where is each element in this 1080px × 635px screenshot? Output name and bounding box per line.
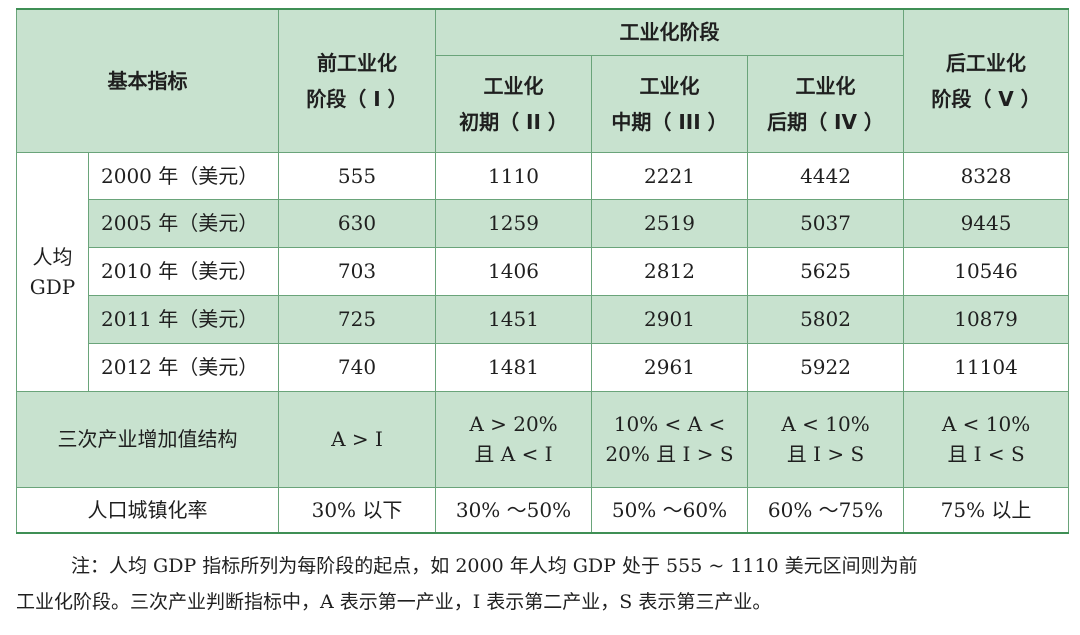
structure-c5-line1: A < 10% <box>941 412 1031 436</box>
header-pre-industrial: 前工业化 阶段（ I ） <box>278 8 436 153</box>
value-cell: 1451 <box>435 294 592 344</box>
value-cell: 1481 <box>435 342 592 392</box>
value-cell: 9445 <box>903 198 1070 248</box>
year-cell: 2011 年（美元） <box>88 294 279 344</box>
header-pre-line2: 阶段（ I ） <box>306 86 408 111</box>
structure-c3-line1: 10% < A < <box>613 412 726 436</box>
value-cell: 555 <box>278 151 436 200</box>
header-post-line2: 阶段（ V ） <box>931 86 1041 111</box>
value-cell: 2901 <box>591 294 748 344</box>
value-cell: 2812 <box>591 246 748 296</box>
value-cell: 1406 <box>435 246 592 296</box>
value-cell: 703 <box>278 246 436 296</box>
structure-c3-line2: 20% 且 I > S <box>605 442 734 466</box>
table-row: 2012 年（美元） 740 1481 2961 5922 11104 <box>17 342 1070 392</box>
value-cell: 4442 <box>746 151 905 200</box>
year-cell: 2012 年（美元） <box>88 342 279 392</box>
header-early-line2: 初期（ II ） <box>459 109 568 134</box>
value-cell: A > 20% 且 A < I <box>435 390 592 488</box>
value-cell: 5037 <box>746 198 905 248</box>
year-cell: 2000 年（美元） <box>88 151 279 200</box>
header-post-industrial: 后工业化 阶段（ V ） <box>903 8 1070 153</box>
structure-row-label: 三次产业增加值结构 <box>16 390 279 488</box>
value-cell: A > I <box>278 390 436 488</box>
value-cell: 740 <box>278 342 436 392</box>
year-cell: 2010 年（美元） <box>88 246 279 296</box>
value-cell: 725 <box>278 294 436 344</box>
table-row: 2010 年（美元） 703 1406 2812 5625 10546 <box>17 246 1070 296</box>
value-cell: 50% ～60% <box>591 486 748 534</box>
gdp-label-line1: 人均 <box>32 244 73 269</box>
header-late-line1: 工业化 <box>795 73 856 98</box>
value-cell: 75% 以上 <box>903 486 1070 534</box>
header-mid-line2: 中期（ III ） <box>611 109 728 134</box>
structure-c2-line2: 且 A < I <box>474 442 553 466</box>
table-row: 2011 年（美元） 725 1451 2901 5802 10879 <box>17 294 1070 344</box>
table-row: 三次产业增加值结构 A > I A > 20% 且 A < I 10% < A … <box>16 390 1070 488</box>
value-cell: 5625 <box>746 246 905 296</box>
gdp-row-label: 人均 GDP <box>16 151 89 392</box>
value-cell: 2221 <box>591 151 748 200</box>
table-row: 人口城镇化率 30% 以下 30% ～50% 50% ～60% 60% ～75%… <box>16 486 1070 534</box>
value-cell: 5922 <box>746 342 905 392</box>
header-mid-line1: 工业化 <box>639 73 700 98</box>
value-cell: 1259 <box>435 198 592 248</box>
value-cell: 630 <box>278 198 436 248</box>
value-cell: 8328 <box>903 151 1070 200</box>
header-post-line1: 后工业化 <box>946 50 1027 75</box>
header-late: 工业化 后期（ IV ） <box>746 54 905 153</box>
table-row: 2005 年（美元） 630 1259 2519 5037 9445 <box>17 198 1070 248</box>
value-cell: A < 10% 且 I > S <box>746 390 905 488</box>
structure-c2-line1: A > 20% <box>469 412 558 436</box>
structure-c5-line2: 且 I < S <box>947 442 1025 466</box>
structure-c4-line1: A < 10% <box>781 412 870 436</box>
value-cell: 11104 <box>903 342 1070 392</box>
value-cell: 10% < A < 20% 且 I > S <box>591 390 748 488</box>
table-row: 人均 GDP 2000 年（美元） 555 1110 2221 4442 832… <box>16 151 1070 392</box>
value-cell: 30% 以下 <box>278 486 436 534</box>
year-cell: 2005 年（美元） <box>88 198 279 248</box>
urban-row-label: 人口城镇化率 <box>16 486 279 534</box>
gdp-label-line2: GDP <box>29 274 76 299</box>
header-mid: 工业化 中期（ III ） <box>591 54 748 153</box>
industrialization-table-container: 基本指标 前工业化 阶段（ I ） 工业化阶段 后工业化 阶段（ V ） 工业化… <box>16 8 1070 534</box>
header-early-line1: 工业化 <box>483 73 544 98</box>
value-cell: 1110 <box>435 151 592 200</box>
value-cell: 30% ～50% <box>435 486 592 534</box>
header-pre-line1: 前工业化 <box>317 50 397 75</box>
header-basic-indicator: 基本指标 <box>16 8 279 153</box>
value-cell: 2519 <box>591 198 748 248</box>
note-line-2: 工业化阶段。三次产业判断指标中，A 表示第一产业，I 表示第二产业，S 表示第三… <box>16 591 772 613</box>
value-cell: 10546 <box>903 246 1070 296</box>
header-late-line2: 后期（ IV ） <box>767 109 884 134</box>
structure-c4-line2: 且 I > S <box>786 442 865 466</box>
value-cell: 60% ～75% <box>746 486 905 534</box>
value-cell: 2961 <box>591 342 748 392</box>
value-cell: 10879 <box>903 294 1070 344</box>
value-cell: A < 10% 且 I < S <box>903 390 1070 488</box>
header-industrial-stage: 工业化阶段 <box>434 8 905 56</box>
header-early: 工业化 初期（ II ） <box>435 54 592 153</box>
industrialization-table: 基本指标 前工业化 阶段（ I ） 工业化阶段 后工业化 阶段（ V ） 工业化… <box>16 8 1070 534</box>
note-line-1: 注：人均 GDP 指标所列为每阶段的起点，如 2000 年人均 GDP 处于 5… <box>71 555 918 577</box>
table-note: 注：人均 GDP 指标所列为每阶段的起点，如 2000 年人均 GDP 处于 5… <box>16 548 1068 620</box>
value-cell: 5802 <box>746 294 905 344</box>
